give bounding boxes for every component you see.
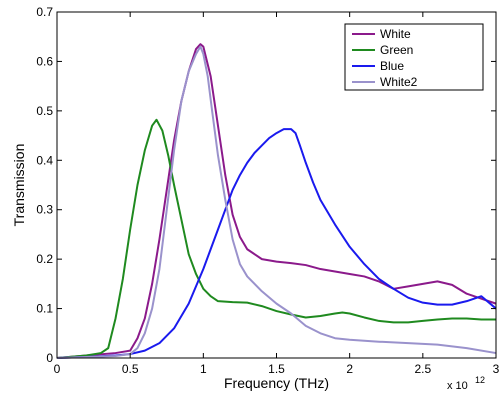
legend-label-blue: Blue <box>380 59 404 73</box>
y-tick-label: 0.1 <box>36 302 53 316</box>
y-axis-title: Transmission <box>11 144 27 227</box>
y-tick-label: 0.5 <box>36 104 53 118</box>
plot-frame <box>56 11 497 359</box>
y-tick-label: 0.4 <box>36 153 53 167</box>
x-tick-label: 1.5 <box>268 362 285 376</box>
x-tick-label: 0.5 <box>122 362 139 376</box>
x-tick-label: 2 <box>346 362 353 376</box>
series-layer <box>56 43 497 359</box>
series-line-white2 <box>56 45 497 359</box>
series-line-green <box>56 118 496 359</box>
y-tick-label: 0.3 <box>36 203 53 217</box>
x-tick-label: 3 <box>493 362 500 376</box>
y-tick-label: 0.2 <box>36 252 53 266</box>
x-exponent-power: 12 <box>475 375 485 385</box>
x-tick-label: 2.5 <box>414 362 431 376</box>
legend-label-white2: White2 <box>380 75 418 89</box>
legend-label-white: White <box>380 27 411 41</box>
y-tick-label: 0 <box>46 351 53 365</box>
x-axis-title: Frequency (THz) <box>224 375 329 391</box>
series-line-white <box>56 43 497 359</box>
x-tick-label: 1 <box>200 362 207 376</box>
series-line-blue <box>56 128 497 359</box>
x-exponent-label: x 10 <box>447 380 468 392</box>
x-tick-label: 0 <box>54 362 61 376</box>
axis-layer: 0 0.5 1 1.5 2 2.5 3 0 0.1 0.2 0.3 0.4 0.5 0.6 0.7 <box>36 5 499 376</box>
legend: White Green Blue White2 <box>344 23 484 91</box>
y-tick-label: 0.7 <box>36 5 53 19</box>
y-tick-label: 0.6 <box>36 54 53 68</box>
legend-label-green: Green <box>380 43 413 57</box>
